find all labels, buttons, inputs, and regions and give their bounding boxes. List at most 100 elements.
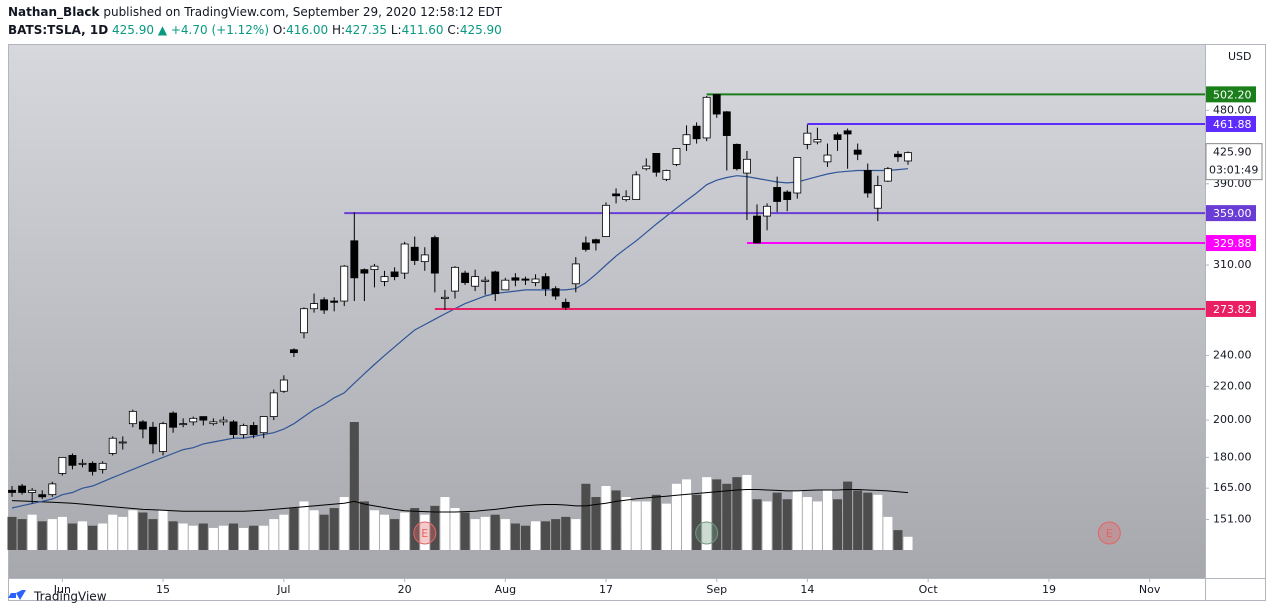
volume-bar xyxy=(621,497,631,550)
author[interactable]: Nathan_Black xyxy=(8,5,100,19)
candle-body xyxy=(743,158,751,174)
candle-body xyxy=(108,437,117,454)
volume-bar xyxy=(390,519,400,550)
candle-body xyxy=(410,246,419,261)
volume-bar xyxy=(319,514,329,550)
volume-bar xyxy=(198,523,208,550)
candle-body xyxy=(78,462,87,465)
candle-body xyxy=(632,174,641,200)
candle-body xyxy=(159,423,167,452)
candle-body xyxy=(300,308,308,334)
candle-body xyxy=(239,425,248,435)
candle-body xyxy=(259,416,268,434)
volume-bar xyxy=(450,508,460,550)
volume-bar xyxy=(148,519,158,550)
publish-line: Nathan_Black published on TradingView.co… xyxy=(8,3,502,21)
candle-body xyxy=(682,134,691,145)
x-tick-label: Oct xyxy=(919,583,939,596)
x-tick-label: 17 xyxy=(599,583,613,596)
volume-bar xyxy=(17,519,27,550)
y-tick-label: 165.00 xyxy=(1213,481,1252,494)
candle-body xyxy=(400,243,409,274)
x-tick-label: Sep xyxy=(706,583,727,596)
volume-bar xyxy=(651,494,661,550)
candle-body xyxy=(420,254,429,263)
candle-body xyxy=(199,416,208,421)
volume-bar xyxy=(692,494,702,550)
volume-bar xyxy=(611,490,621,550)
candle-body xyxy=(28,489,37,493)
volume-bar xyxy=(631,501,641,550)
volume-bar xyxy=(128,510,138,550)
level-label-box xyxy=(1206,235,1256,252)
volume-bar xyxy=(863,492,873,550)
candle-body xyxy=(793,157,802,194)
volume-bar xyxy=(732,477,742,550)
candle-body xyxy=(430,237,439,274)
volume-bar xyxy=(108,514,118,550)
volume-bar xyxy=(490,514,500,550)
volume-bar xyxy=(792,490,802,550)
x-tick-label: 19 xyxy=(1042,583,1056,596)
candle-body xyxy=(38,494,47,498)
volume-bar xyxy=(822,490,833,550)
volume-bar xyxy=(561,516,571,550)
volume-bar xyxy=(88,525,98,550)
volume-bar xyxy=(379,514,390,550)
y-tick-label: 480.00 xyxy=(1213,103,1252,116)
level-label: 329.88 xyxy=(1213,237,1252,250)
change: ▲ +4.70 (+1.12%) xyxy=(157,23,269,37)
volume-bar xyxy=(843,481,853,550)
level-label-box xyxy=(1206,300,1256,317)
volume-bar xyxy=(329,508,339,550)
candle-body xyxy=(853,149,862,155)
y-tick-label: 310.00 xyxy=(1213,258,1252,271)
candle-body xyxy=(229,421,238,435)
candle-body xyxy=(642,165,651,170)
volume-bar xyxy=(440,497,450,550)
candle-body xyxy=(461,272,469,283)
candle-body xyxy=(501,279,510,291)
volume-bar xyxy=(188,525,198,550)
level-label: 461.88 xyxy=(1213,118,1252,131)
candle-body xyxy=(843,130,852,135)
volume-bar xyxy=(480,516,490,550)
volume-bar xyxy=(873,494,883,550)
ohlc-value: 425.90 xyxy=(459,23,502,37)
candle-body xyxy=(350,240,359,279)
candle-body xyxy=(279,379,288,392)
last-price-box xyxy=(1205,143,1263,181)
y-tick-label: 200.00 xyxy=(1213,413,1252,426)
candle-body xyxy=(652,153,661,173)
candle-body xyxy=(149,426,157,445)
volume-bar xyxy=(218,525,228,550)
candle-body xyxy=(904,152,912,162)
candle-body xyxy=(883,168,892,182)
candle-body xyxy=(370,265,379,271)
currency: USD xyxy=(1228,50,1252,63)
candle-body xyxy=(541,276,550,290)
candle-body xyxy=(702,96,711,139)
candle-body xyxy=(803,132,812,145)
volume-ma xyxy=(11,489,909,513)
candle-body xyxy=(602,204,610,237)
candle-body xyxy=(833,134,842,140)
candle-body xyxy=(451,266,459,292)
volume-bar xyxy=(57,516,67,550)
volume-bar xyxy=(339,497,349,550)
x-tick-label: Jul xyxy=(276,583,290,596)
volume-bar xyxy=(712,479,722,550)
frame xyxy=(8,44,1266,601)
x-tick-label: 14 xyxy=(800,583,814,596)
volume-bar xyxy=(259,525,269,550)
y-tick-label: 180.00 xyxy=(1213,450,1252,463)
candle-body xyxy=(712,94,721,115)
candle-body xyxy=(118,441,127,444)
volume-bar xyxy=(772,492,782,550)
candle-body xyxy=(310,303,318,310)
volume-bar xyxy=(27,514,37,550)
candle-body xyxy=(360,269,369,274)
volume-bar xyxy=(138,512,148,550)
